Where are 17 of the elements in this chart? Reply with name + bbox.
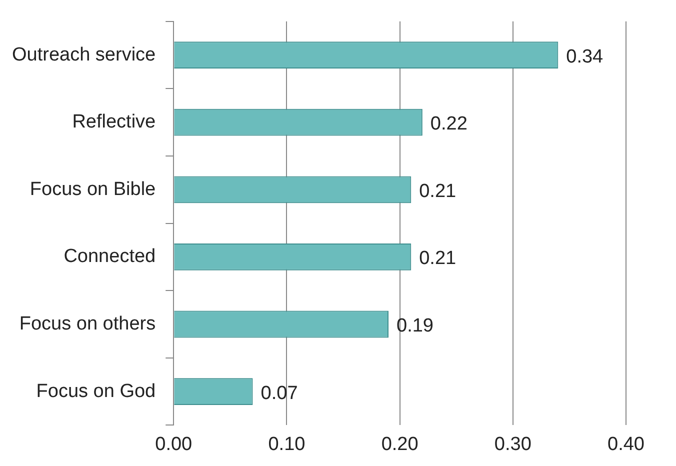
x-tick-label: 0.10 (268, 434, 306, 455)
data-label: 0.07 (260, 382, 298, 404)
y-tick-label: Reflective (72, 112, 156, 133)
data-label: 0.21 (419, 180, 456, 202)
y-tick-label: Focus on others (19, 313, 156, 334)
data-label: 0.34 (566, 46, 604, 68)
x-tick-label: 0.20 (381, 434, 418, 455)
data-label: 0.21 (419, 248, 456, 270)
y-tick-label: Focus on Bible (30, 178, 156, 200)
data-label: 0.19 (396, 315, 434, 336)
x-tick-label: 0.40 (608, 434, 644, 455)
y-tick-label: Connected (64, 246, 156, 268)
x-tick-label: 0.00 (155, 434, 192, 455)
x-tick-label: 0.30 (494, 434, 532, 455)
data-label: 0.22 (430, 114, 468, 135)
y-tick-label: Outreach service (12, 44, 156, 66)
y-tick-label: Focus on God (36, 380, 156, 402)
